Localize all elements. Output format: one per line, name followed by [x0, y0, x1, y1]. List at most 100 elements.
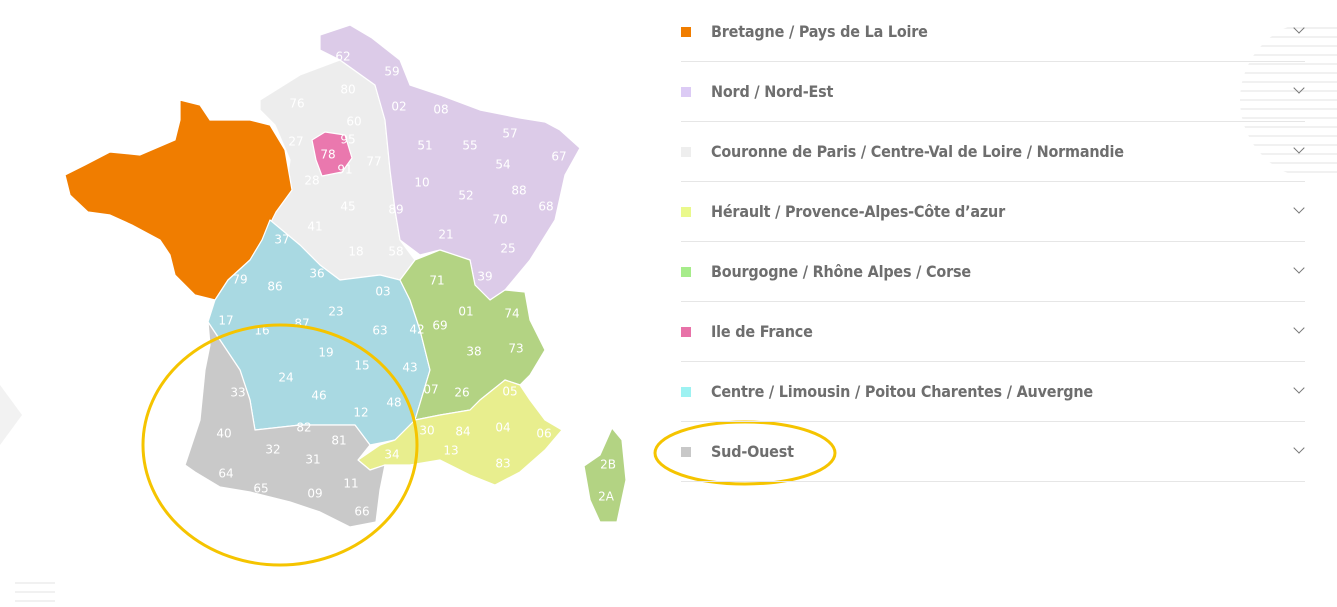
department-label-12: 12: [353, 406, 368, 420]
department-label-18: 18: [348, 245, 363, 259]
department-label-62: 62: [335, 50, 350, 64]
color-swatch: [681, 386, 691, 397]
legend-label: Sud-Ouest: [711, 442, 794, 461]
department-label-21: 21: [438, 228, 453, 242]
color-swatch: [681, 266, 691, 277]
color-swatch: [681, 206, 691, 217]
department-label-38: 38: [466, 345, 481, 359]
department-label-46: 46: [311, 389, 326, 403]
department-label-06: 06: [536, 427, 551, 441]
highlight-circle-map: [141, 323, 419, 567]
department-label-11: 11: [343, 477, 358, 491]
department-label-10: 10: [414, 176, 429, 190]
chevron-down-icon[interactable]: [1293, 142, 1305, 154]
region-bretagne-pays-de-la-loire[interactable]: [64, 99, 293, 301]
department-label-19: 19: [318, 346, 333, 360]
region-corse[interactable]: [583, 427, 627, 523]
department-label-86: 86: [267, 280, 282, 294]
region-nord-est[interactable]: [319, 24, 581, 301]
legend-label: Bretagne / Pays de La Loire: [711, 22, 928, 41]
legend-item-nord[interactable]: Nord / Nord-Est: [681, 62, 1305, 122]
department-label-51: 51: [417, 139, 432, 153]
department-label-24: 24: [278, 371, 293, 385]
department-label-13: 13: [443, 444, 458, 458]
department-label-45: 45: [340, 200, 355, 214]
department-label-77: 77: [366, 155, 381, 169]
department-label-42: 42: [409, 323, 424, 337]
department-label-59: 59: [384, 65, 399, 79]
department-label-03: 03: [375, 285, 390, 299]
legend-item-centre[interactable]: Centre / Limousin / Poitou Charentes / A…: [681, 362, 1305, 422]
legend-item-sud-ouest[interactable]: Sud-Ouest: [681, 422, 1305, 482]
department-label-31: 31: [305, 453, 320, 467]
department-label-69: 69: [432, 319, 447, 333]
department-label-65: 65: [253, 482, 268, 496]
department-label-01: 01: [458, 305, 473, 319]
department-label-40: 40: [216, 427, 231, 441]
department-label-76: 76: [289, 97, 304, 111]
legend-label: Centre / Limousin / Poitou Charentes / A…: [711, 382, 1093, 401]
region-legend: Bretagne / Pays de La Loire Nord / Nord-…: [681, 2, 1305, 482]
department-label-2A: 2A: [598, 490, 615, 504]
department-label-28: 28: [304, 174, 319, 188]
department-label-09: 09: [307, 487, 322, 501]
region-sud-ouest[interactable]: [184, 321, 386, 528]
department-label-82: 82: [296, 421, 311, 435]
highlight-circle-legend: [653, 420, 837, 486]
department-label-64: 64: [218, 467, 233, 481]
department-label-48: 48: [386, 396, 401, 410]
department-label-83: 83: [495, 457, 510, 471]
department-label-30: 30: [419, 424, 434, 438]
chevron-down-icon[interactable]: [1293, 322, 1305, 334]
legend-label: Ile de France: [711, 322, 813, 341]
department-label-79: 79: [232, 273, 247, 287]
department-label-27: 27: [288, 135, 303, 149]
department-label-78: 78: [320, 148, 335, 162]
department-label-2B: 2B: [600, 458, 616, 472]
department-label-95: 95: [340, 133, 355, 147]
legend-item-bretagne[interactable]: Bretagne / Pays de La Loire: [681, 2, 1305, 62]
color-swatch: [681, 446, 691, 457]
department-label-67: 67: [551, 150, 566, 164]
chevron-down-icon[interactable]: [1293, 442, 1305, 454]
legend-label: Couronne de Paris / Centre-Val de Loire …: [711, 142, 1124, 161]
decorative-stripes: [15, 575, 55, 607]
legend-item-bourgogne[interactable]: Bourgogne / Rhône Alpes / Corse: [681, 242, 1305, 302]
region-ile-de-france[interactable]: [311, 131, 353, 177]
color-swatch: [681, 26, 691, 37]
department-label-74: 74: [504, 307, 519, 321]
department-label-43: 43: [402, 361, 417, 375]
department-label-84: 84: [455, 425, 470, 439]
department-label-37: 37: [274, 233, 289, 247]
department-label-25: 25: [500, 242, 515, 256]
department-label-15: 15: [354, 359, 369, 373]
department-label-81: 81: [331, 434, 346, 448]
chevron-down-icon[interactable]: [1293, 22, 1305, 34]
department-label-36: 36: [309, 267, 324, 281]
department-label-26: 26: [454, 386, 469, 400]
department-label-66: 66: [354, 505, 369, 519]
department-label-55: 55: [462, 139, 477, 153]
department-label-70: 70: [492, 213, 507, 227]
chevron-down-icon[interactable]: [1293, 262, 1305, 274]
chevron-down-icon[interactable]: [1293, 382, 1305, 394]
region-bourgogne-rhone-alpes[interactable]: [399, 249, 546, 421]
department-label-91: 91: [337, 163, 352, 177]
department-label-71: 71: [429, 274, 444, 288]
legend-item-herault[interactable]: Hérault / Provence-Alpes-Côte d’azur: [681, 182, 1305, 242]
color-swatch: [681, 326, 691, 337]
color-swatch: [681, 86, 691, 97]
department-label-32: 32: [265, 443, 280, 457]
department-label-08: 08: [433, 103, 448, 117]
department-label-60: 60: [346, 115, 361, 129]
department-label-89: 89: [388, 203, 403, 217]
chevron-down-icon[interactable]: [1293, 82, 1305, 94]
legend-item-couronne[interactable]: Couronne de Paris / Centre-Val de Loire …: [681, 122, 1305, 182]
chevron-down-icon[interactable]: [1293, 202, 1305, 214]
legend-label: Hérault / Provence-Alpes-Côte d’azur: [711, 202, 1005, 221]
legend-item-ile-de-france[interactable]: Ile de France: [681, 302, 1305, 362]
department-label-34: 34: [384, 448, 399, 462]
department-label-68: 68: [538, 200, 553, 214]
department-label-58: 58: [388, 245, 403, 259]
department-label-54: 54: [495, 158, 510, 172]
